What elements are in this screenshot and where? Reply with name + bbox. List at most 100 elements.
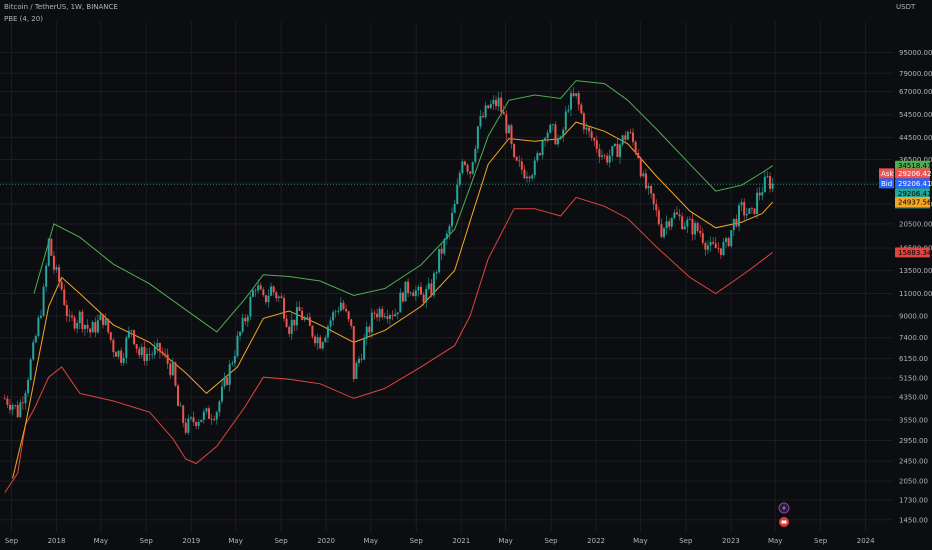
candle-body xyxy=(246,316,249,322)
currency-label: USDT xyxy=(896,3,916,11)
ask-price-label: 29206.42 xyxy=(898,170,931,178)
lightning-icon[interactable] xyxy=(778,502,790,514)
candle-body xyxy=(220,386,223,402)
candle-body xyxy=(107,318,110,333)
candle-body xyxy=(81,311,84,330)
candle-body xyxy=(24,393,27,404)
candle-body xyxy=(647,185,650,189)
time-axis[interactable]: Sep 2018 May Sep 2019 May Sep 2020 May Sep 2021 May… xyxy=(5,537,875,545)
candle-body xyxy=(572,93,575,97)
candle-body xyxy=(73,317,76,329)
candle-body xyxy=(249,296,252,317)
candle-body xyxy=(96,320,99,333)
y-tick-label: 11000.00 xyxy=(899,290,932,298)
x-tick-label: May xyxy=(498,537,512,545)
candle-body xyxy=(270,286,273,296)
candle-body xyxy=(737,205,740,227)
candle-body xyxy=(624,135,627,140)
candle-body xyxy=(763,176,766,193)
candle-body xyxy=(474,148,477,162)
candle-body xyxy=(660,224,663,237)
candle-body xyxy=(275,292,278,299)
candle-body xyxy=(213,419,216,420)
candle-body xyxy=(564,111,567,130)
candle-body xyxy=(471,161,474,174)
y-tick-label: 44500.00 xyxy=(899,134,932,142)
upper-band-price-label-bg xyxy=(895,160,930,171)
y-tick-label: 95000.00 xyxy=(899,49,932,57)
chart-events[interactable] xyxy=(778,502,790,527)
candle-body xyxy=(239,331,242,336)
candle-body xyxy=(613,143,616,147)
x-tick-label: Sep xyxy=(544,537,558,545)
candle-body xyxy=(489,103,492,109)
y-tick-label: 67000.00 xyxy=(899,88,932,96)
candle-body xyxy=(319,337,322,349)
y-tick-label: 6150.00 xyxy=(899,355,928,363)
candle-body xyxy=(445,233,448,240)
candle-body xyxy=(140,346,143,356)
candle-body xyxy=(559,136,562,139)
y-tick-label: 2950.00 xyxy=(899,437,928,445)
candle-body xyxy=(114,352,117,357)
candle-body xyxy=(727,238,730,247)
candle-body xyxy=(427,283,430,290)
candle-body xyxy=(404,281,407,302)
candle-body xyxy=(34,336,37,343)
candle-body xyxy=(536,153,539,161)
candle-body xyxy=(399,292,402,313)
candle-body xyxy=(125,337,128,358)
candle-body xyxy=(621,135,624,145)
candle-body xyxy=(298,307,301,311)
candle-body xyxy=(360,358,363,360)
candle-body xyxy=(153,347,156,355)
candle-body xyxy=(52,255,55,270)
candle-body xyxy=(16,405,19,418)
candle-body xyxy=(771,183,774,189)
candle-body xyxy=(135,344,138,349)
candle-body xyxy=(595,140,598,149)
candle-body xyxy=(717,248,720,249)
candle-body xyxy=(531,175,534,179)
y-tick-label: 4350.00 xyxy=(899,394,928,402)
candle-body xyxy=(208,408,211,419)
candle-body xyxy=(257,285,260,291)
candle-body xyxy=(86,324,89,329)
candle-body xyxy=(308,317,311,326)
candle-body xyxy=(655,204,658,211)
x-tick-label: May xyxy=(633,537,647,545)
candle-body xyxy=(195,422,198,426)
candle-body xyxy=(58,267,61,282)
candle-body xyxy=(301,310,304,320)
candle-body xyxy=(78,311,81,324)
candle-body xyxy=(117,350,120,357)
lower-band-layer xyxy=(4,196,773,493)
candle-body xyxy=(616,143,619,158)
candle-body xyxy=(350,319,353,326)
candle-body xyxy=(603,155,606,157)
symbol-legend[interactable]: Bitcoin / TetherUS, 1W, BINANCE xyxy=(4,3,118,11)
lower-band-price-label-bg xyxy=(895,247,930,258)
candle-body xyxy=(133,330,136,345)
candle-body xyxy=(425,289,428,303)
indicator-legend[interactable]: PBE (4, 20) xyxy=(4,15,43,23)
price-labels: 34518.4729206.4229206.4129206.4123:42:47… xyxy=(879,160,932,258)
candle-body xyxy=(740,202,743,206)
candle-body xyxy=(469,171,472,174)
candle-body xyxy=(590,131,593,139)
candle-body xyxy=(210,418,213,420)
candle-body xyxy=(686,219,689,227)
candle-body xyxy=(368,326,371,333)
candle-body xyxy=(432,273,435,296)
x-tick-label: Sep xyxy=(140,537,154,545)
flag-event-icon[interactable] xyxy=(779,517,789,527)
candle-body xyxy=(151,354,154,356)
candle-body xyxy=(719,248,722,256)
candle-body xyxy=(585,127,588,130)
middle-band-layer xyxy=(12,121,773,479)
candle-body xyxy=(244,317,247,322)
candle-body xyxy=(730,230,733,247)
candle-body xyxy=(228,364,231,385)
